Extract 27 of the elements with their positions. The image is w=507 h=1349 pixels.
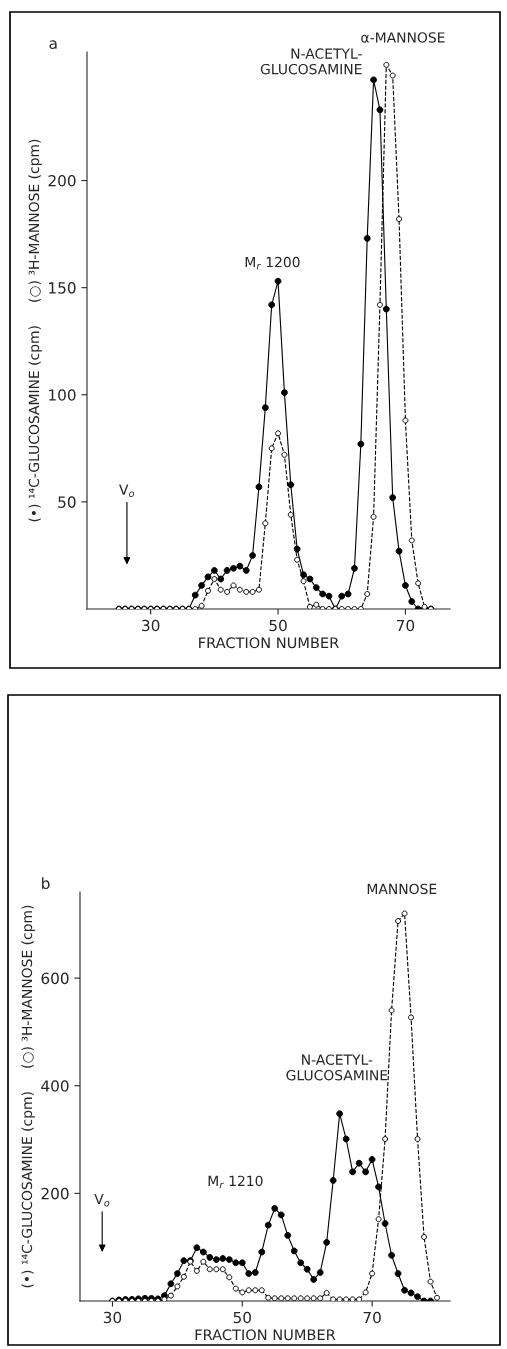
y-tick-label: 200 xyxy=(48,175,76,187)
annotation: α-MANNOSE xyxy=(361,32,445,43)
annotation: M$_{r}$ 1200 xyxy=(245,256,300,270)
x-tick-label: 70 xyxy=(396,619,415,632)
annotation: V$_{o}$ xyxy=(94,1193,110,1207)
annotation: N-ACETYL- GLUCOSAMINE xyxy=(286,1054,388,1081)
x-tick-label: 70 xyxy=(363,1311,381,1324)
annotation: N-ACETYL- GLUCOSAMINE xyxy=(260,48,362,75)
y-tick-label: 200 xyxy=(41,1187,69,1200)
x-tick-label: 30 xyxy=(103,1311,122,1324)
y-tick-label: 400 xyxy=(41,1080,69,1092)
annotation: MANNOSE xyxy=(367,883,437,895)
chart-title: a xyxy=(49,40,57,50)
x-tick-label: 30 xyxy=(142,619,160,632)
annotation: M$_{r}$ 1210 xyxy=(208,1175,263,1189)
y-axis-title: (•) ¹⁴C-GLUCOSAMINE (cpm) (○) ³H-MANNOSE (cpm) xyxy=(28,139,42,522)
y-tick-label: 600 xyxy=(41,972,69,985)
x-axis-title: FRACTION NUMBER xyxy=(199,637,339,649)
chart-title: b xyxy=(42,877,50,890)
y-tick-label: 100 xyxy=(49,389,76,401)
y-tick-label: 150 xyxy=(49,282,76,294)
x-axis-title: FRACTION NUMBER xyxy=(195,1329,336,1341)
x-tick-label: 50 xyxy=(233,1311,251,1324)
annotation: V$_{o}$ xyxy=(119,484,135,498)
y-axis-title: (•) ¹⁴C-GLUCOSAMINE (cpm) (○) ³H-MANNOSE (cpm) xyxy=(21,905,35,1288)
y-tick-label: 50 xyxy=(58,496,76,508)
x-tick-label: 50 xyxy=(269,619,287,632)
